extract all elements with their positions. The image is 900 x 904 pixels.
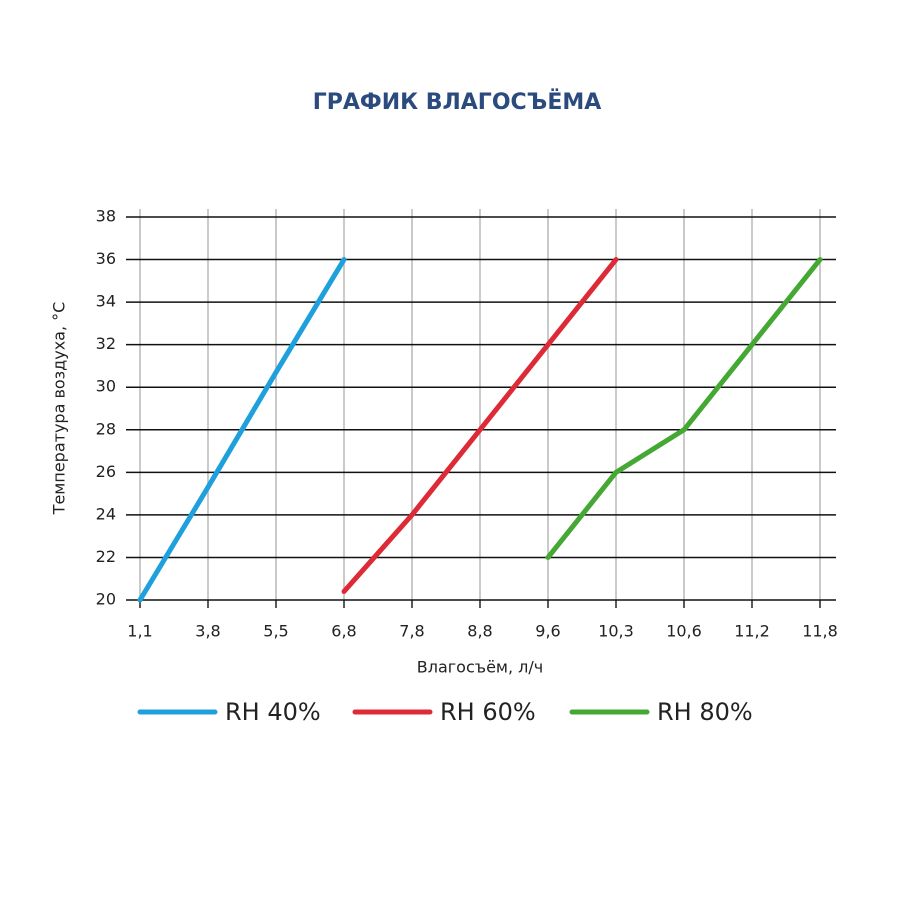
series-line bbox=[137, 257, 347, 603]
series-line bbox=[341, 257, 619, 594]
y-tick-label: 36 bbox=[96, 249, 116, 268]
y-tick-label: 32 bbox=[96, 334, 116, 353]
x-tick-label: 3,8 bbox=[195, 622, 220, 641]
x-tick-label: 10,6 bbox=[666, 622, 702, 641]
chart-title: ГРАФИК ВЛАГОСЪЁМА bbox=[313, 89, 602, 115]
legend-label: RH 80% bbox=[657, 698, 753, 726]
x-axis-label: Влагосъём, л/ч bbox=[417, 658, 543, 677]
x-tick-label: 6,8 bbox=[331, 622, 356, 641]
y-tick-label: 38 bbox=[96, 207, 116, 226]
x-tick-label: 10,3 bbox=[598, 622, 634, 641]
x-tick-label: 7,8 bbox=[399, 622, 424, 641]
y-tick-label: 26 bbox=[96, 462, 116, 481]
x-tick-label: 5,5 bbox=[263, 622, 288, 641]
x-tick-label: 9,6 bbox=[535, 622, 560, 641]
y-tick-label: 28 bbox=[96, 419, 116, 438]
legend-label: RH 60% bbox=[440, 698, 536, 726]
x-tick-label: 11,2 bbox=[734, 622, 770, 641]
series-line bbox=[545, 257, 823, 560]
x-tick-label: 11,8 bbox=[802, 622, 838, 641]
x-tick-label: 8,8 bbox=[467, 622, 492, 641]
y-tick-label: 24 bbox=[96, 504, 116, 523]
y-tick-label: 20 bbox=[96, 590, 116, 609]
y-tick-label: 22 bbox=[96, 547, 116, 566]
y-axis-label: Температура воздуха, °С bbox=[50, 302, 69, 516]
y-tick-label: 30 bbox=[96, 377, 116, 396]
x-tick-label: 1,1 bbox=[127, 622, 152, 641]
legend-label: RH 40% bbox=[225, 698, 321, 726]
y-tick-label: 34 bbox=[96, 292, 116, 311]
